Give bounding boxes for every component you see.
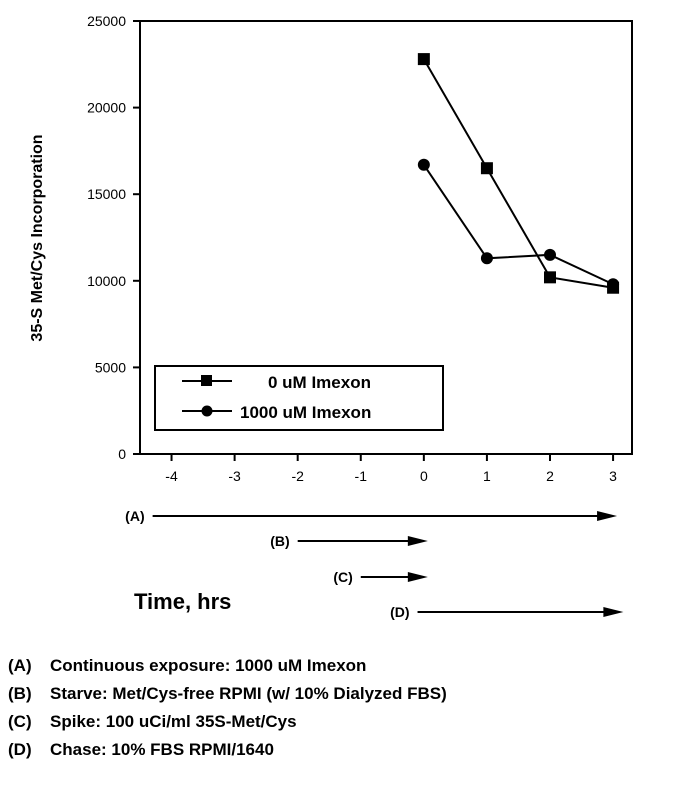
data-point-square: [544, 271, 556, 284]
x-tick-label: -1: [355, 468, 368, 484]
data-point-circle: [544, 248, 556, 261]
y-tick-label: 10000: [87, 273, 126, 289]
x-tick-label: -3: [228, 468, 241, 484]
timeline-label: (A): [125, 508, 144, 524]
note-key: (B): [8, 684, 32, 703]
y-tick-label: 5000: [95, 359, 126, 375]
series-line-0: [422, 58, 614, 289]
x-tick-label: -4: [165, 468, 178, 484]
timeline-label: (C): [333, 569, 352, 585]
timeline-label: (D): [390, 604, 409, 620]
legend-label-0: 0 uM Imexon: [268, 373, 371, 392]
note-text: Spike: 100 uCi/ml 35S-Met/Cys: [50, 712, 297, 731]
data-point-circle: [417, 158, 430, 171]
note-d: (D) Chase: 10% FBS RPMI/1640: [8, 736, 676, 764]
x-tick-label: -2: [291, 468, 304, 484]
y-tick-label: 25000: [87, 13, 126, 29]
data-point-square: [480, 162, 493, 175]
legend-marker-circle: [201, 405, 213, 417]
data-point-circle: [480, 252, 493, 265]
y-tick-label: 15000: [87, 186, 126, 202]
note-c: (C) Spike: 100 uCi/ml 35S-Met/Cys: [8, 708, 676, 736]
timeline-label: (B): [270, 533, 289, 549]
note-key: (D): [8, 740, 32, 759]
x-axis-ticks: -4 -3 -2 -1 0 1 2 3: [165, 454, 617, 484]
note-key: (A): [8, 656, 32, 675]
legend-marker-square: [201, 375, 212, 386]
timeline-arrowhead: [597, 511, 618, 521]
note-text: Starve: Met/Cys-free RPMI (w/ 10% Dialyz…: [50, 684, 447, 703]
x-tick-label: 0: [420, 468, 428, 484]
chart: 0 5000 10000 15000 20000 25000 -4 -3 -2 -1 0 1 2 3 3…: [29, 13, 633, 620]
x-tick-label: 2: [546, 468, 554, 484]
x-tick-label: 1: [483, 468, 491, 484]
y-tick-label: 20000: [87, 100, 126, 116]
series-line-1: [423, 164, 614, 286]
timeline: (A) (B) (C) (D): [125, 508, 624, 620]
legend-notes: (A) Continuous exposure: 1000 uM Imexon …: [8, 652, 676, 764]
note-b: (B) Starve: Met/Cys-free RPMI (w/ 10% Di…: [8, 680, 676, 708]
x-tick-label: 3: [609, 468, 617, 484]
note-key: (C): [8, 712, 32, 731]
note-a: (A) Continuous exposure: 1000 uM Imexon: [8, 652, 676, 680]
timeline-arrowhead: [407, 536, 428, 546]
legend-label-1: 1000 uM Imexon: [240, 403, 371, 422]
x-axis-title: Time, hrs: [134, 589, 231, 614]
y-axis-title: 35-S Met/Cys Incorporation: [29, 134, 46, 341]
plot-frame: [139, 20, 633, 455]
timeline-arrowhead: [407, 572, 428, 582]
data-point-square: [417, 53, 430, 66]
timeline-arrowhead: [603, 607, 624, 617]
legend: 0 uM Imexon 1000 uM Imexon: [154, 365, 444, 431]
note-text: Chase: 10% FBS RPMI/1640: [50, 740, 274, 759]
data-point-circle: [607, 278, 620, 291]
series-layer: [417, 53, 620, 294]
note-text: Continuous exposure: 1000 uM Imexon: [50, 656, 367, 675]
y-axis-ticks: 0 5000 10000 15000 20000 25000: [87, 13, 140, 462]
y-tick-label: 0: [118, 446, 126, 462]
